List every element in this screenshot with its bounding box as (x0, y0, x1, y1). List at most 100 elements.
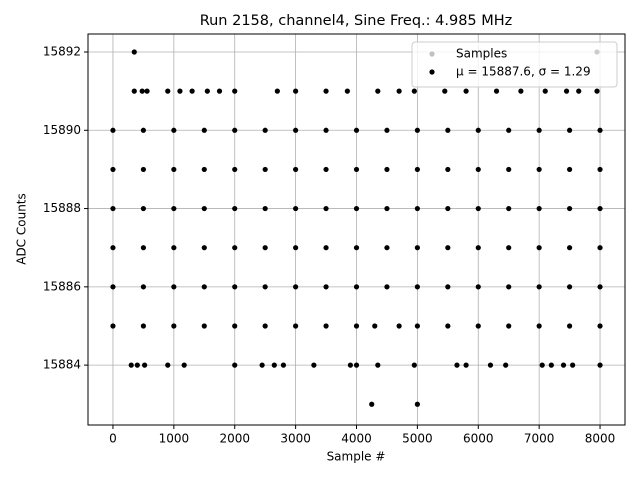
point (171, 166, 177, 173)
point (353, 362, 360, 368)
point (171, 245, 177, 251)
y-tick-label: 15886 (43, 279, 81, 293)
point (131, 88, 137, 94)
point (539, 362, 545, 368)
point (570, 362, 576, 368)
point (445, 245, 451, 251)
point (110, 245, 116, 251)
point (475, 127, 481, 133)
point (506, 245, 512, 251)
point (597, 166, 603, 173)
point (597, 323, 603, 329)
y-axis-label: ADC Counts (15, 193, 29, 265)
point (411, 88, 417, 94)
point (518, 88, 524, 94)
point (134, 362, 140, 368)
x-tick-label: 3000 (280, 432, 311, 446)
point (597, 362, 603, 368)
point (375, 88, 381, 94)
point (293, 127, 299, 133)
point (536, 245, 542, 251)
point (323, 323, 329, 329)
x-tick-label: 2000 (219, 432, 250, 446)
point (232, 362, 238, 368)
point (442, 88, 448, 94)
x-tick-label: 5000 (402, 432, 433, 446)
point (271, 362, 277, 368)
point (293, 205, 299, 212)
point (463, 362, 469, 368)
point (475, 166, 481, 173)
point (414, 166, 420, 173)
point (140, 284, 147, 290)
point (232, 127, 238, 133)
point (414, 401, 420, 407)
x-tick-label: 7000 (524, 432, 555, 446)
point (323, 127, 329, 133)
chart-title: Run 2158, channel4, Sine Freq.: 4.985 MH… (200, 13, 513, 29)
point (139, 88, 145, 94)
point (353, 284, 360, 290)
point (384, 127, 390, 133)
point (566, 245, 573, 251)
point (475, 284, 481, 290)
point (110, 166, 116, 173)
point (594, 88, 600, 94)
point (189, 88, 195, 94)
point (110, 323, 116, 329)
point (128, 362, 134, 368)
point (262, 284, 268, 290)
point (463, 88, 469, 94)
y-tick-label: 15890 (43, 123, 81, 137)
point (475, 245, 481, 251)
point (201, 166, 207, 173)
point (506, 205, 512, 212)
point (445, 205, 451, 212)
point (204, 88, 210, 94)
x-tick-label: 8000 (585, 432, 616, 446)
point (232, 205, 238, 212)
point (384, 245, 390, 251)
point (262, 323, 268, 329)
point (384, 166, 390, 173)
point (171, 284, 177, 290)
point (411, 362, 417, 368)
point (142, 362, 148, 368)
point (576, 88, 582, 94)
point (165, 362, 171, 368)
x-tick-label: 0 (109, 432, 117, 446)
point (353, 245, 360, 251)
point (566, 323, 573, 329)
point (293, 284, 299, 290)
legend-marker (429, 69, 435, 75)
point (597, 284, 603, 290)
point (506, 323, 512, 329)
point (110, 205, 116, 212)
point (560, 362, 567, 368)
point (110, 127, 116, 133)
point (165, 88, 171, 94)
point (171, 323, 177, 329)
point (262, 127, 268, 133)
point (353, 323, 360, 329)
point (396, 323, 402, 329)
point (487, 362, 494, 368)
point (536, 284, 542, 290)
point (566, 284, 573, 290)
point (311, 362, 317, 368)
point (280, 362, 287, 368)
point (216, 88, 223, 94)
point (445, 166, 451, 173)
point (566, 166, 573, 173)
point (597, 205, 603, 212)
x-tick-label: 4000 (341, 432, 372, 446)
point (566, 205, 573, 212)
point (201, 205, 207, 212)
point (475, 323, 481, 329)
point (454, 362, 460, 368)
point (140, 323, 147, 329)
x-tick-label: 1000 (159, 432, 190, 446)
point (262, 245, 268, 251)
point (414, 284, 420, 290)
